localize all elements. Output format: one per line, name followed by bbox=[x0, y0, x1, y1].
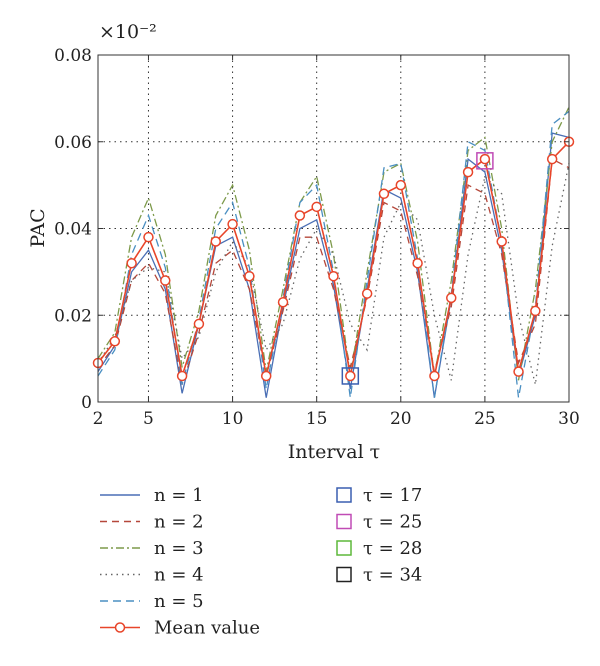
mean-point bbox=[210, 236, 221, 247]
mean-point bbox=[446, 292, 457, 304]
mean-point bbox=[260, 370, 272, 382]
mean-point bbox=[109, 336, 121, 347]
series-line-n-5 bbox=[97, 110, 570, 398]
legend: n = 1 n = 2 n = 3 n = 4 n = 5 Mean value τ = 1… bbox=[100, 485, 422, 639]
x-tick-label: 20 bbox=[390, 409, 412, 429]
mean-point bbox=[126, 257, 137, 269]
mean-point bbox=[496, 236, 507, 247]
mean-point bbox=[311, 201, 322, 213]
mean-point bbox=[513, 366, 524, 377]
legend-label: n = 3 bbox=[154, 538, 204, 559]
mean-point bbox=[546, 153, 558, 165]
mean-point bbox=[395, 179, 407, 191]
legend-label: τ = 28 bbox=[363, 538, 422, 559]
series-line-n-2 bbox=[97, 158, 570, 385]
legend-swatch bbox=[336, 513, 352, 530]
mean-point bbox=[328, 270, 339, 282]
legend-label: n = 1 bbox=[154, 485, 204, 506]
mean-point bbox=[193, 318, 205, 330]
legend-label: n = 4 bbox=[154, 565, 204, 586]
legend-swatch-marker bbox=[114, 622, 126, 633]
y-axis-label: PAC bbox=[27, 208, 49, 247]
x-tick-label: 10 bbox=[222, 409, 244, 429]
y-tick-label: 0.08 bbox=[54, 46, 92, 66]
legend-label: τ = 34 bbox=[363, 565, 422, 586]
mean-point bbox=[294, 210, 306, 221]
legend-label: n = 5 bbox=[154, 591, 204, 612]
mean-point bbox=[530, 305, 541, 317]
mean-point bbox=[479, 153, 491, 165]
mean-point bbox=[143, 231, 154, 243]
y-tick-label: 0 bbox=[81, 393, 92, 413]
mean-point bbox=[176, 370, 188, 382]
legend-swatch bbox=[336, 487, 352, 503]
mean-point bbox=[412, 257, 423, 269]
mean-point bbox=[160, 275, 171, 286]
legend-label: τ = 17 bbox=[363, 485, 422, 506]
mean-point bbox=[227, 218, 238, 230]
legend-label: Mean value bbox=[154, 618, 260, 639]
legend-label: τ = 25 bbox=[363, 512, 422, 533]
mean-point bbox=[244, 270, 255, 282]
legend-swatch bbox=[336, 540, 352, 556]
series-line-n-4 bbox=[97, 163, 570, 385]
y-tick-label: 0.04 bbox=[54, 220, 92, 240]
legend-label: n = 2 bbox=[154, 512, 204, 533]
legend-swatch bbox=[336, 566, 352, 583]
mean-point bbox=[378, 188, 390, 200]
mean-point bbox=[361, 288, 373, 299]
x-axis-label: Interval τ bbox=[288, 441, 380, 463]
mean-point bbox=[429, 370, 440, 382]
y-tick-label: 0.06 bbox=[54, 133, 92, 153]
x-tick-label: 30 bbox=[558, 409, 580, 429]
highlight-marker bbox=[341, 367, 360, 385]
marker-layer bbox=[341, 152, 494, 385]
y-tick-label: 0.02 bbox=[54, 306, 92, 326]
y-exponent-label: ×10⁻² bbox=[99, 21, 157, 43]
x-tick-label: 5 bbox=[143, 409, 154, 429]
x-tick-label: 25 bbox=[474, 409, 496, 429]
x-tick-label: 15 bbox=[306, 409, 328, 429]
series-layer bbox=[92, 106, 575, 398]
series-line-n-1 bbox=[97, 132, 570, 398]
mean-point bbox=[345, 370, 356, 382]
mean-point bbox=[462, 166, 474, 178]
mean-point bbox=[277, 296, 289, 308]
grid-layer bbox=[98, 55, 569, 402]
x-tick-label: 2 bbox=[93, 409, 104, 429]
highlight-marker bbox=[476, 152, 494, 170]
